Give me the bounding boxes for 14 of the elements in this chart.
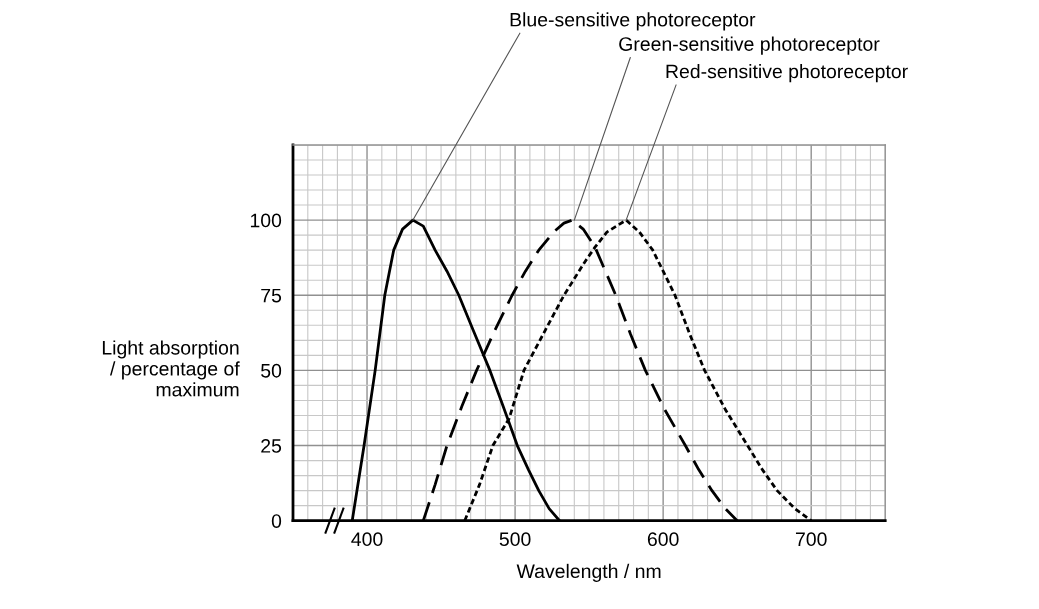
- x-tick-label: 700: [795, 532, 827, 547]
- x-tick-label: 500: [499, 532, 531, 547]
- y-tick-label: 100: [250, 213, 282, 228]
- x-tick-label: 600: [647, 532, 679, 547]
- y-axis-title: Light absorption / percentage of maximum: [102, 340, 240, 397]
- annotation: Blue-sensitive photoreceptor: [510, 12, 756, 31]
- y-tick-label: 25: [261, 439, 282, 453]
- x-tick-label: 400: [351, 532, 383, 547]
- y-tick-label: 0: [271, 514, 282, 528]
- y-tick-label: 75: [261, 288, 282, 303]
- annotation: Green-sensitive photoreceptor: [619, 36, 880, 55]
- annotation: Red-sensitive photoreceptor: [666, 64, 908, 83]
- x-axis-title: Wavelength / nm: [516, 563, 661, 582]
- y-tick-label: 50: [261, 363, 282, 378]
